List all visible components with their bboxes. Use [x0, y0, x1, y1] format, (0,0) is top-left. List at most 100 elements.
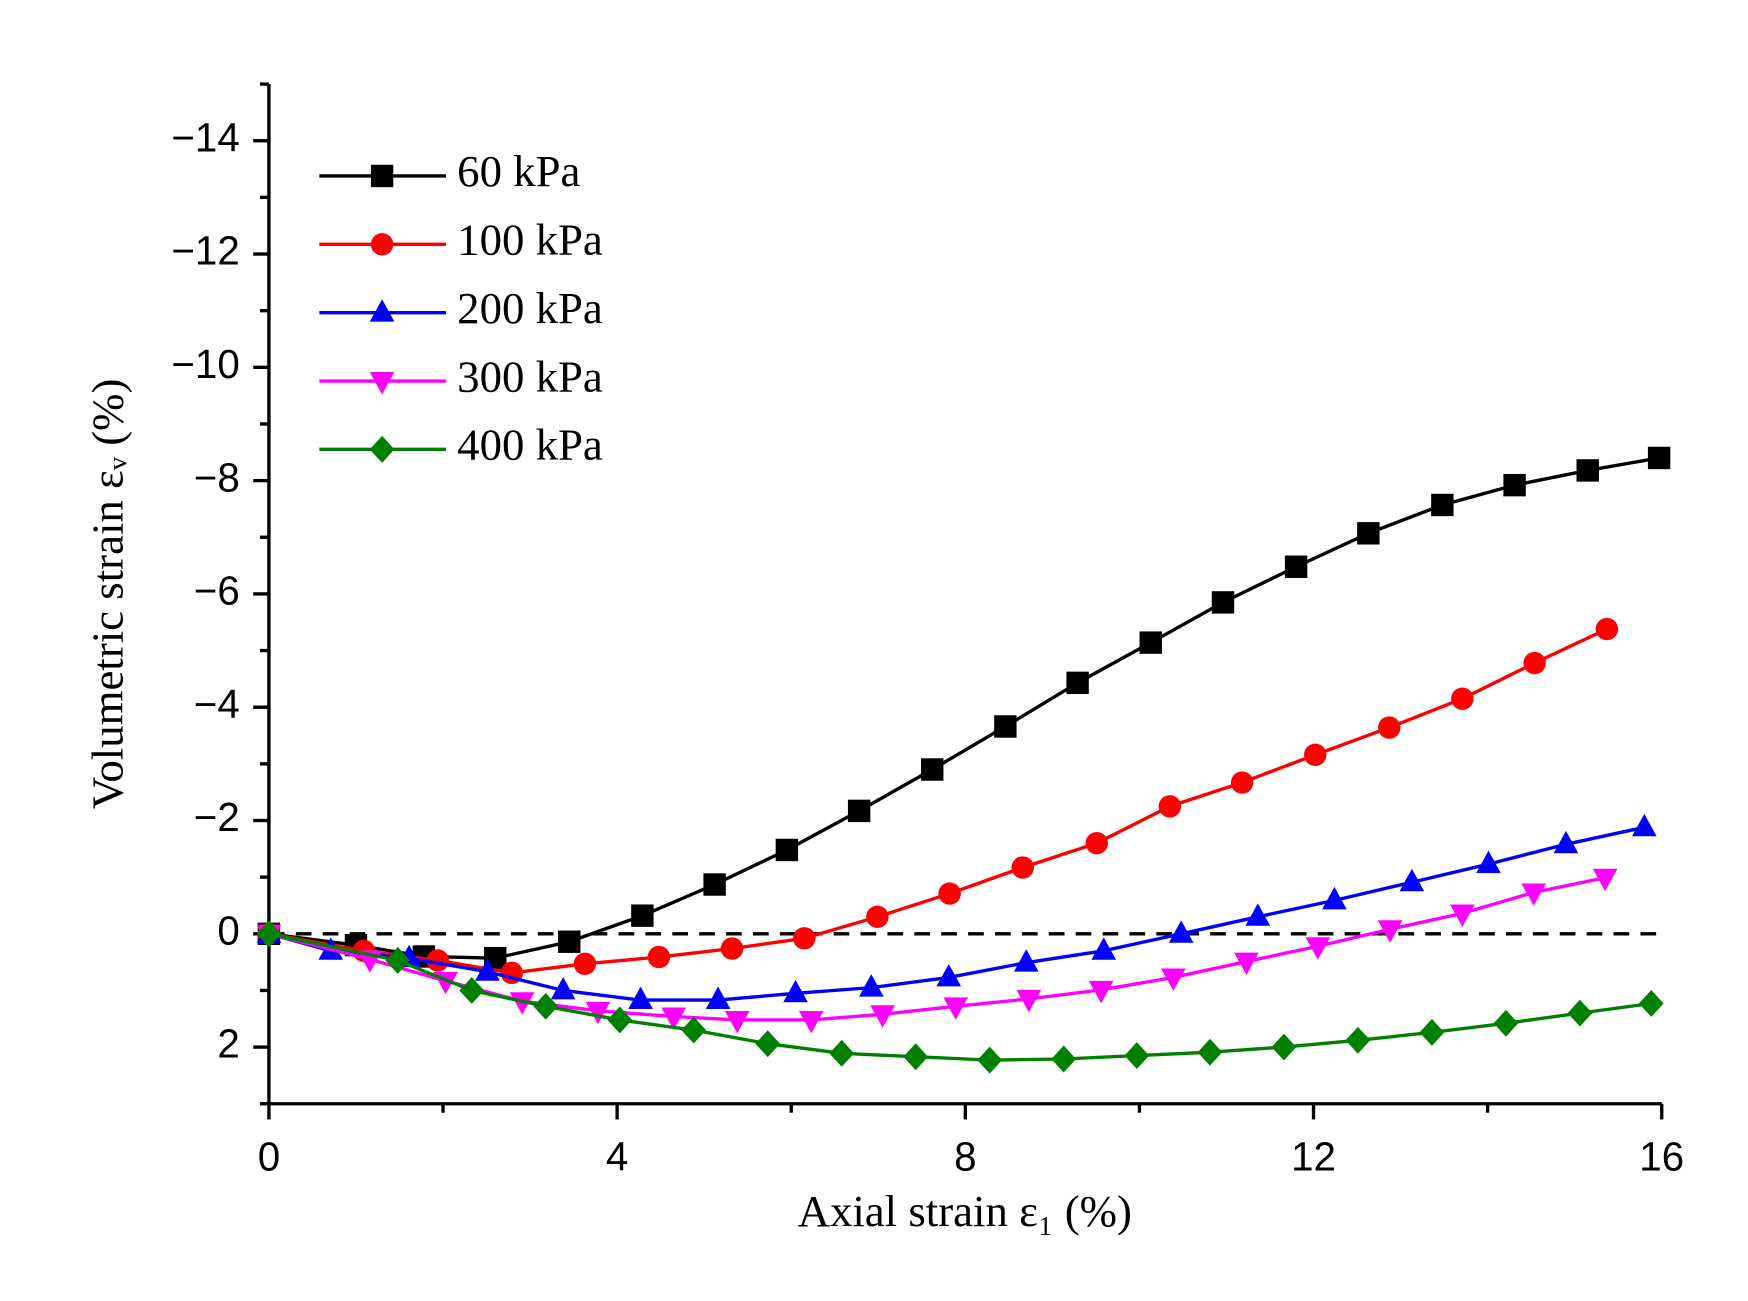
- legend-marker: [369, 372, 395, 395]
- data-point: [585, 1001, 611, 1025]
- data-point: [994, 715, 1017, 738]
- data-point: [573, 952, 597, 976]
- data-point: [705, 986, 731, 1010]
- y-tick-label: 0: [217, 907, 239, 953]
- data-point: [1521, 883, 1547, 906]
- data-point: [631, 904, 654, 927]
- data-point: [628, 986, 653, 1010]
- x-tick-label: 0: [258, 1133, 280, 1179]
- data-point: [775, 838, 799, 862]
- x-tick-label: 16: [1639, 1133, 1684, 1179]
- data-point: [475, 958, 500, 981]
- data-point: [1631, 813, 1657, 837]
- data-point: [1567, 999, 1593, 1027]
- data-point: [847, 799, 871, 823]
- data-point: [1245, 903, 1271, 926]
- data-point: [1357, 522, 1380, 545]
- data-point: [1345, 1026, 1371, 1054]
- data-point: [1378, 716, 1401, 739]
- data-point: [647, 945, 671, 969]
- y-axis-label: Volumetric strain εᵥ (%): [82, 379, 132, 810]
- data-point: [1523, 651, 1546, 675]
- data-point: [1139, 631, 1162, 654]
- data-point: [936, 963, 962, 987]
- data-point: [858, 974, 884, 997]
- series-line: [268, 825, 1645, 1002]
- y-tick-label: −8: [194, 454, 240, 500]
- data-point: [459, 977, 485, 1004]
- data-point: [1592, 868, 1618, 892]
- data-point: [1647, 446, 1671, 470]
- legend-marker: [370, 164, 394, 188]
- legend-label: 60 kPa: [457, 146, 580, 196]
- data-point: [798, 1010, 824, 1034]
- y-tick-label: −10: [171, 341, 239, 387]
- x-tick-label: 8: [954, 1133, 976, 1179]
- data-point: [1124, 1042, 1150, 1070]
- data-point: [1088, 980, 1114, 1004]
- data-point: [1450, 904, 1475, 927]
- data-point: [724, 1010, 750, 1034]
- data-point: [1085, 831, 1108, 855]
- data-point: [1419, 1018, 1445, 1046]
- data-point: [1553, 830, 1579, 854]
- y-tick-label: 2: [217, 1021, 239, 1067]
- legend-label: 300 kPa: [457, 351, 603, 401]
- data-point: [1271, 1033, 1297, 1061]
- data-point: [509, 992, 535, 1015]
- data-point: [1091, 937, 1117, 960]
- data-point: [977, 1046, 1003, 1074]
- legend-label: 200 kPa: [457, 283, 603, 333]
- legend-marker: [369, 435, 395, 463]
- data-point: [1168, 920, 1194, 943]
- data-point: [1230, 771, 1254, 794]
- data-point: [1493, 1009, 1519, 1037]
- y-tick-label: −14: [171, 114, 239, 160]
- data-point: [866, 905, 889, 929]
- data-point: [1234, 952, 1259, 976]
- data-point: [921, 758, 944, 781]
- data-point: [1011, 856, 1034, 879]
- data-point: [550, 977, 576, 1000]
- data-point: [903, 1043, 929, 1071]
- data-point: [681, 1016, 707, 1044]
- x-axis-label: Axial strain ε₁ (%): [798, 1186, 1132, 1236]
- data-point: [1161, 968, 1186, 991]
- data-point: [558, 930, 581, 953]
- data-point: [1476, 850, 1501, 874]
- data-point: [1638, 990, 1664, 1017]
- y-tick-label: −4: [194, 681, 240, 727]
- data-point: [870, 1005, 895, 1028]
- data-point: [1158, 795, 1182, 818]
- data-point: [1304, 743, 1327, 766]
- y-tick-label: −2: [194, 794, 240, 840]
- y-tick-label: −6: [194, 568, 240, 614]
- data-point: [1503, 473, 1526, 497]
- data-point: [829, 1039, 855, 1067]
- data-point: [1211, 591, 1235, 614]
- data-point: [1197, 1038, 1223, 1066]
- data-point: [1284, 555, 1308, 578]
- data-point: [1595, 617, 1619, 641]
- legend-label: 100 kPa: [457, 215, 603, 265]
- x-tick-label: 12: [1291, 1133, 1336, 1179]
- legend-marker: [370, 233, 394, 256]
- data-point: [793, 927, 816, 950]
- data-point: [1066, 671, 1089, 695]
- data-point: [1576, 459, 1599, 482]
- y-tick-label: −12: [171, 228, 239, 274]
- x-tick-label: 4: [606, 1133, 628, 1179]
- data-point: [1305, 937, 1331, 960]
- data-point: [385, 946, 411, 974]
- series-line: [268, 456, 1660, 960]
- data-point: [720, 937, 744, 960]
- data-point: [1013, 949, 1039, 972]
- data-point: [1399, 868, 1425, 892]
- data-point: [1431, 493, 1454, 517]
- data-point: [703, 873, 726, 896]
- data-point: [1451, 687, 1474, 710]
- data-point: [1051, 1045, 1077, 1073]
- data-point: [661, 1007, 687, 1030]
- data-point: [1377, 920, 1403, 943]
